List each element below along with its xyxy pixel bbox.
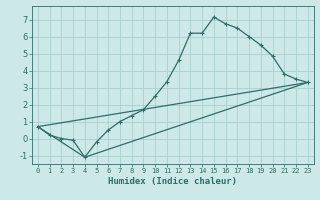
X-axis label: Humidex (Indice chaleur): Humidex (Indice chaleur) xyxy=(108,177,237,186)
